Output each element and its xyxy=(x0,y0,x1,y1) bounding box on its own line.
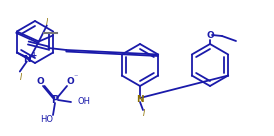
Text: N: N xyxy=(136,95,144,103)
Text: I: I xyxy=(20,73,22,82)
Text: P: P xyxy=(52,95,59,105)
Text: OH: OH xyxy=(77,98,90,106)
Text: O: O xyxy=(66,76,74,86)
Text: ⁻: ⁻ xyxy=(74,72,78,81)
Text: I: I xyxy=(143,109,145,118)
Text: I: I xyxy=(46,18,48,27)
Text: O: O xyxy=(36,76,44,86)
Text: N: N xyxy=(23,55,31,64)
Text: HO: HO xyxy=(41,115,53,124)
Text: +: + xyxy=(31,51,37,60)
Text: O: O xyxy=(206,32,214,41)
